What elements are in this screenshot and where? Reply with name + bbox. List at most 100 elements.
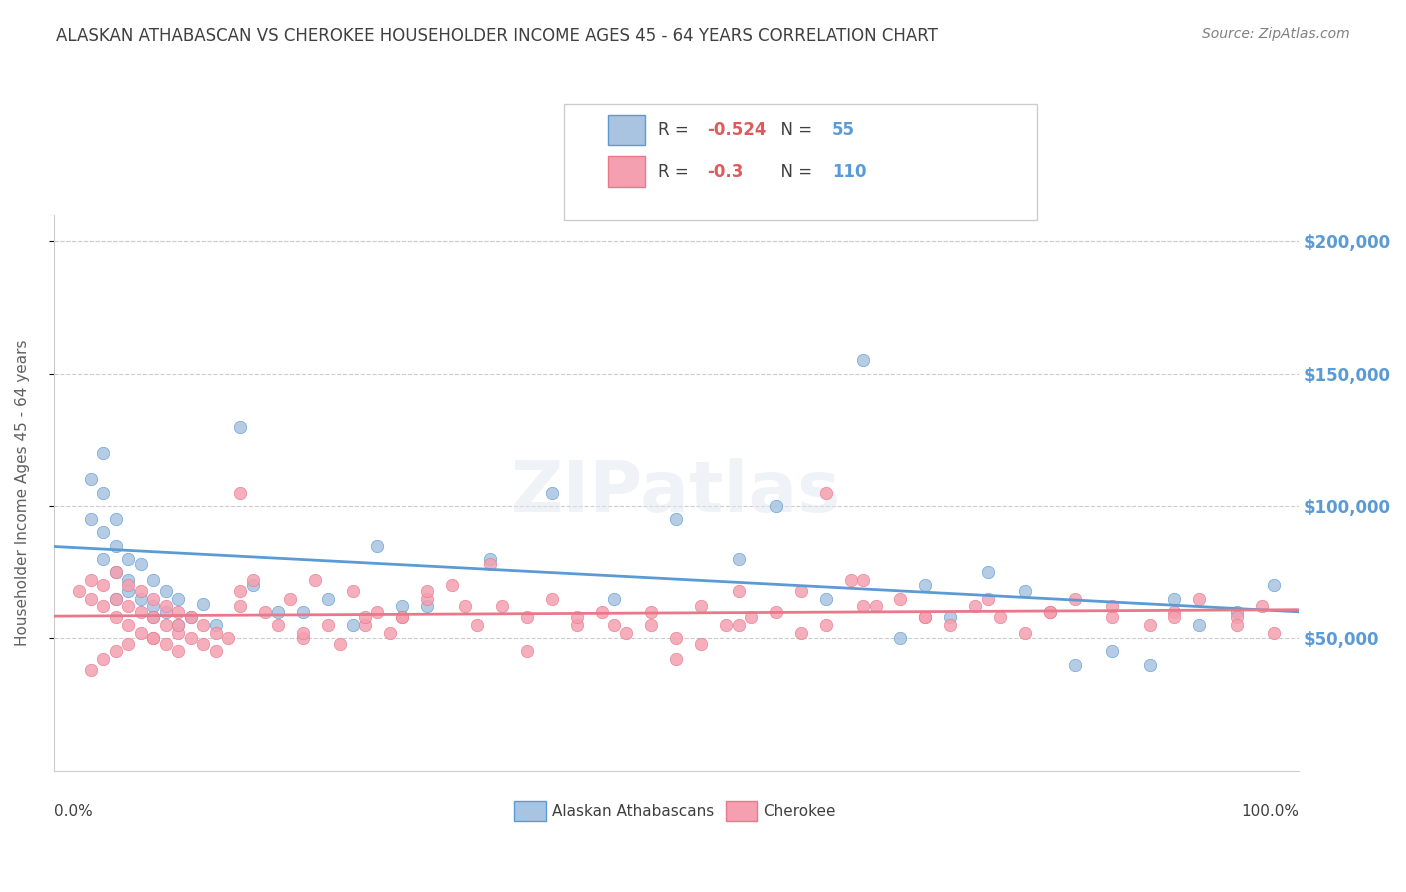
Point [142, 632, 165, 646]
Point [304, 573, 326, 587]
Point [965, 599, 987, 614]
Point [129, 605, 152, 619]
Point [229, 485, 252, 500]
Point [391, 610, 413, 624]
Point [852, 353, 875, 368]
Point [117, 552, 139, 566]
Point [167, 618, 190, 632]
Point [342, 583, 364, 598]
Point [914, 610, 936, 624]
Point [142, 591, 165, 606]
Point [291, 605, 314, 619]
Point [1163, 605, 1185, 619]
FancyBboxPatch shape [725, 801, 758, 821]
Point [665, 632, 688, 646]
FancyBboxPatch shape [607, 156, 645, 187]
Point [690, 636, 713, 650]
Point [80, 473, 103, 487]
Y-axis label: Householder Income Ages 45 - 64 years: Householder Income Ages 45 - 64 years [15, 340, 30, 646]
Point [329, 636, 352, 650]
Point [727, 583, 749, 598]
Point [93, 525, 115, 540]
Point [1039, 605, 1062, 619]
Point [155, 599, 177, 614]
Text: ZIPatlas: ZIPatlas [512, 458, 841, 527]
Point [93, 552, 115, 566]
Point [1226, 618, 1249, 632]
Point [465, 618, 488, 632]
Point [93, 578, 115, 592]
Text: R =: R = [658, 121, 693, 139]
Point [1263, 578, 1285, 592]
Point [167, 591, 190, 606]
Point [765, 499, 787, 513]
Point [217, 632, 239, 646]
Point [1014, 626, 1036, 640]
Point [565, 610, 588, 624]
Point [93, 599, 115, 614]
Point [242, 578, 264, 592]
Point [714, 618, 737, 632]
Point [516, 644, 538, 658]
Point [142, 610, 165, 624]
Point [354, 610, 377, 624]
Point [478, 557, 501, 571]
Point [93, 652, 115, 666]
Point [229, 419, 252, 434]
Point [603, 618, 626, 632]
Point [204, 618, 226, 632]
Point [988, 610, 1011, 624]
Point [291, 632, 314, 646]
Point [1063, 591, 1085, 606]
Point [80, 573, 103, 587]
Point [93, 485, 115, 500]
Point [1063, 657, 1085, 672]
Point [229, 583, 252, 598]
Point [155, 605, 177, 619]
Point [416, 591, 439, 606]
Point [939, 618, 962, 632]
Point [416, 599, 439, 614]
Point [204, 626, 226, 640]
Point [640, 605, 662, 619]
Point [839, 573, 862, 587]
Text: 0.0%: 0.0% [53, 804, 93, 819]
Point [316, 591, 339, 606]
Point [354, 618, 377, 632]
Point [254, 605, 277, 619]
Point [278, 591, 301, 606]
Point [129, 557, 152, 571]
Point [93, 446, 115, 460]
Point [229, 599, 252, 614]
Point [1014, 583, 1036, 598]
Point [104, 591, 127, 606]
Point [889, 591, 911, 606]
Point [155, 583, 177, 598]
Point [814, 618, 837, 632]
Point [1250, 599, 1272, 614]
Text: -0.3: -0.3 [707, 163, 744, 181]
Point [1139, 618, 1161, 632]
Point [540, 485, 562, 500]
Point [665, 652, 688, 666]
Text: ALASKAN ATHABASCAN VS CHEROKEE HOUSEHOLDER INCOME AGES 45 - 64 YEARS CORRELATION: ALASKAN ATHABASCAN VS CHEROKEE HOUSEHOLD… [56, 27, 938, 45]
Text: Source: ZipAtlas.com: Source: ZipAtlas.com [1202, 27, 1350, 41]
Point [453, 599, 475, 614]
Text: Cherokee: Cherokee [763, 804, 837, 819]
Point [391, 599, 413, 614]
Point [790, 626, 813, 640]
Point [1226, 605, 1249, 619]
Point [616, 626, 638, 640]
Point [366, 539, 388, 553]
Point [180, 632, 202, 646]
Point [1163, 591, 1185, 606]
Point [117, 618, 139, 632]
Point [167, 618, 190, 632]
Point [191, 636, 214, 650]
Point [117, 599, 139, 614]
Text: R =: R = [658, 163, 693, 181]
Point [416, 583, 439, 598]
Point [1101, 644, 1123, 658]
Point [1163, 610, 1185, 624]
Point [690, 599, 713, 614]
